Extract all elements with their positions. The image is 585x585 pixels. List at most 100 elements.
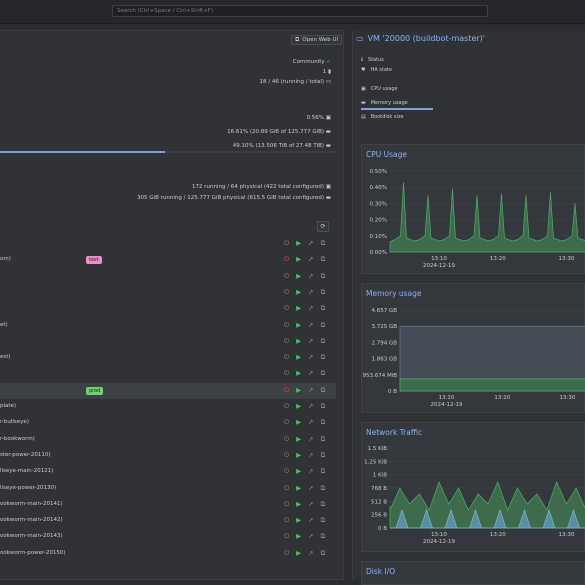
power-icon[interactable]: ⏻: [284, 271, 290, 280]
power-icon[interactable]: ⏻: [284, 499, 290, 508]
guest-row[interactable]: ⏻ ▶ ➚ ⧉: [0, 334, 336, 350]
guest-row[interactable]: plate) ⏻ ▶ ➚ ⧉: [0, 399, 336, 415]
start-icon[interactable]: ▶: [296, 450, 302, 459]
console-icon[interactable]: ➚: [308, 369, 314, 378]
power-icon[interactable]: ⏻: [284, 532, 290, 541]
console-icon[interactable]: ➚: [308, 418, 314, 427]
power-icon[interactable]: ⏻: [284, 385, 290, 394]
guest-row[interactable]: llseye-power-20130) ⏻ ▶ ➚ ⧉: [0, 481, 336, 497]
power-icon[interactable]: ⏻: [284, 434, 290, 443]
refresh-button[interactable]: ⟳: [317, 221, 329, 232]
power-icon[interactable]: ⏻: [284, 450, 290, 459]
start-icon[interactable]: ▶: [296, 532, 302, 541]
external-link-icon[interactable]: ⧉: [320, 483, 326, 492]
start-icon[interactable]: ▶: [296, 499, 302, 508]
guest-row[interactable]: et) ⏻ ▶ ➚ ⧉: [0, 318, 336, 334]
power-icon[interactable]: ⏻: [284, 336, 290, 345]
guest-row[interactable]: ookworm-main-20143) ⏻ ▶ ➚ ⧉: [0, 529, 336, 545]
console-icon[interactable]: ➚: [308, 499, 314, 508]
external-link-icon[interactable]: ⧉: [320, 499, 326, 508]
console-icon[interactable]: ➚: [308, 239, 314, 247]
start-icon[interactable]: ▶: [296, 516, 302, 525]
external-link-icon[interactable]: ⧉: [320, 467, 326, 476]
external-link-icon[interactable]: ⧉: [320, 402, 326, 410]
power-icon[interactable]: ⏻: [284, 239, 290, 247]
power-icon[interactable]: ⏻: [284, 353, 290, 362]
console-icon[interactable]: ➚: [308, 385, 314, 394]
guest-row[interactable]: ⏻ ▶ ➚ ⧉: [0, 269, 336, 285]
console-icon[interactable]: ➚: [308, 320, 314, 329]
start-icon[interactable]: ▶: [296, 239, 302, 247]
guest-row[interactable]: ⏻ ▶ ➚ ⧉: [0, 301, 336, 317]
console-icon[interactable]: ➚: [308, 271, 314, 280]
guest-row[interactable]: prod ⏻ ▶ ➚ ⧉: [0, 382, 336, 399]
console-icon[interactable]: ➚: [308, 336, 314, 345]
guest-row[interactable]: ookworm-main-20142) ⏻ ▶ ➚ ⧉: [0, 513, 336, 529]
guest-row[interactable]: ookworm-power-20150) ⏻ ▶ ➚ ⧉: [0, 546, 336, 562]
external-link-icon[interactable]: ⧉: [320, 320, 326, 329]
guest-row[interactable]: ster-power-20110) ⏻ ▶ ➚ ⧉: [0, 448, 336, 464]
power-icon[interactable]: ⏻: [284, 516, 290, 525]
external-link-icon[interactable]: ⧉: [320, 287, 326, 296]
console-icon[interactable]: ➚: [308, 532, 314, 541]
start-icon[interactable]: ▶: [296, 385, 302, 394]
power-icon[interactable]: ⏻: [284, 548, 290, 557]
start-icon[interactable]: ▶: [296, 353, 302, 362]
console-icon[interactable]: ➚: [308, 483, 314, 492]
start-icon[interactable]: ▶: [296, 483, 302, 492]
console-icon[interactable]: ➚: [308, 402, 314, 410]
power-icon[interactable]: ⏻: [284, 483, 290, 492]
external-link-icon[interactable]: ⧉: [320, 385, 326, 394]
console-icon[interactable]: ➚: [308, 450, 314, 459]
guest-row[interactable]: r-bookworm) ⏻ ▶ ➚ ⧉: [0, 432, 336, 448]
console-icon[interactable]: ➚: [308, 304, 314, 313]
start-icon[interactable]: ▶: [296, 304, 302, 313]
external-link-icon[interactable]: ⧉: [320, 239, 326, 247]
external-link-icon[interactable]: ⧉: [320, 548, 326, 557]
console-icon[interactable]: ➚: [308, 287, 314, 296]
start-icon[interactable]: ▶: [296, 402, 302, 410]
start-icon[interactable]: ▶: [296, 287, 302, 296]
guest-row[interactable]: est) ⏻ ▶ ➚ ⧉: [0, 350, 336, 366]
external-link-icon[interactable]: ⧉: [320, 516, 326, 525]
console-icon[interactable]: ➚: [308, 353, 314, 362]
external-link-icon[interactable]: ⧉: [320, 353, 326, 362]
power-icon[interactable]: ⏻: [284, 467, 290, 476]
guest-row[interactable]: ⏻ ▶ ➚ ⧉: [0, 285, 336, 301]
start-icon[interactable]: ▶: [296, 271, 302, 280]
external-link-icon[interactable]: ⧉: [320, 369, 326, 378]
guest-row[interactable]: ookworm-main-20141) ⏻ ▶ ➚ ⧉: [0, 497, 336, 513]
open-web-ui-button[interactable]: ⧉ Open Web UI: [291, 35, 343, 45]
console-icon[interactable]: ➚: [308, 434, 314, 443]
console-icon[interactable]: ➚: [308, 516, 314, 525]
console-icon[interactable]: ➚: [308, 467, 314, 476]
external-link-icon[interactable]: ⧉: [320, 532, 326, 541]
power-icon[interactable]: ⏻: [284, 304, 290, 313]
external-link-icon[interactable]: ⧉: [320, 450, 326, 459]
guest-row[interactable]: r-bullseye) ⏻ ▶ ➚ ⧉: [0, 415, 336, 431]
external-link-icon[interactable]: ⧉: [320, 434, 326, 443]
start-icon[interactable]: ▶: [296, 336, 302, 345]
console-icon[interactable]: ➚: [308, 548, 314, 557]
external-link-icon[interactable]: ⧉: [320, 336, 326, 345]
console-icon[interactable]: ➚: [308, 255, 314, 264]
external-link-icon[interactable]: ⧉: [320, 418, 326, 427]
start-icon[interactable]: ▶: [296, 434, 302, 443]
start-icon[interactable]: ▶: [296, 255, 302, 264]
power-icon[interactable]: ⏻: [284, 369, 290, 378]
power-icon[interactable]: ⏻: [284, 402, 290, 410]
guest-row[interactable]: om) test ⏻ ▶ ➚ ⧉: [0, 252, 336, 268]
external-link-icon[interactable]: ⧉: [320, 304, 326, 313]
search-input[interactable]: Search (Ctrl+Space / Ctrl+Shift+F): [112, 5, 488, 17]
power-icon[interactable]: ⏻: [284, 320, 290, 329]
power-icon[interactable]: ⏻: [284, 287, 290, 296]
power-icon[interactable]: ⏻: [284, 418, 290, 427]
external-link-icon[interactable]: ⧉: [320, 271, 326, 280]
power-icon[interactable]: ⏻: [284, 255, 290, 264]
start-icon[interactable]: ▶: [296, 320, 302, 329]
start-icon[interactable]: ▶: [296, 467, 302, 476]
external-link-icon[interactable]: ⧉: [320, 255, 326, 264]
start-icon[interactable]: ▶: [296, 418, 302, 427]
start-icon[interactable]: ▶: [296, 548, 302, 557]
start-icon[interactable]: ▶: [296, 369, 302, 378]
